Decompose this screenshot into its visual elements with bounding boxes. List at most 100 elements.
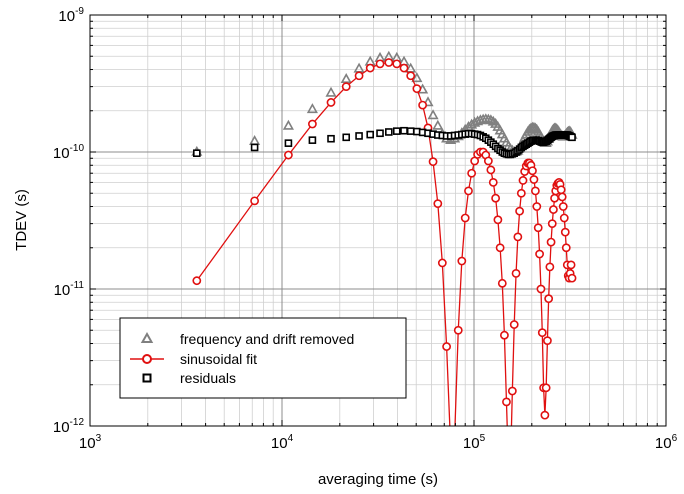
data-point-circle bbox=[488, 177, 498, 187]
data-point-circle bbox=[418, 100, 428, 110]
data-point-circle bbox=[544, 294, 554, 304]
legend-label-residuals: residuals bbox=[180, 370, 236, 386]
data-point-circle bbox=[529, 175, 539, 184]
data-point-square bbox=[366, 130, 375, 139]
data-point-circle bbox=[545, 262, 555, 272]
data-point-triangle bbox=[340, 73, 352, 83]
data-point-circle bbox=[509, 320, 519, 329]
data-point-square bbox=[308, 136, 317, 144]
data-point-square bbox=[284, 139, 293, 147]
triangle-icon bbox=[140, 331, 154, 343]
y-tick-label: 10-11 bbox=[54, 280, 85, 299]
x-tick-label: 104 bbox=[271, 433, 294, 452]
legend: frequency and drift removed sinusoidal f… bbox=[119, 317, 407, 399]
x-tick-label: 103 bbox=[79, 433, 102, 452]
data-point-circle bbox=[491, 193, 501, 203]
data-point-square bbox=[400, 126, 408, 135]
data-point-circle bbox=[486, 165, 496, 175]
data-point-square bbox=[327, 134, 335, 143]
data-point-circle bbox=[560, 227, 570, 237]
data-point-circle bbox=[464, 186, 473, 196]
y-tick-label: 10-9 bbox=[58, 6, 84, 25]
data-point-circle bbox=[467, 168, 477, 178]
data-point-circle bbox=[406, 71, 416, 81]
data-point-circle bbox=[495, 243, 505, 253]
data-point-circle bbox=[561, 243, 571, 253]
data-point-circle bbox=[392, 59, 402, 69]
data-point-circle bbox=[384, 58, 394, 67]
data-point-circle bbox=[326, 98, 336, 107]
data-point-circle bbox=[284, 150, 293, 160]
axis-ticks bbox=[89, 15, 666, 427]
data-point-circle bbox=[533, 223, 543, 233]
data-point-triangle bbox=[432, 119, 444, 130]
data-point-circle bbox=[442, 342, 452, 351]
circle-icon bbox=[142, 354, 152, 364]
data-point-triangle bbox=[411, 72, 423, 83]
data-point-square bbox=[193, 149, 201, 158]
data-point-circle bbox=[543, 336, 552, 346]
data-point-circle bbox=[375, 59, 385, 69]
plot-frame bbox=[89, 14, 667, 427]
data-point-square bbox=[568, 133, 576, 142]
legend-entry-frequency: frequency and drift removed bbox=[140, 331, 354, 347]
data-point-circle bbox=[546, 237, 556, 247]
legend-label-sinusoidal: sinusoidal fit bbox=[180, 351, 257, 367]
data-point-circle bbox=[515, 206, 525, 216]
series-1 bbox=[192, 58, 577, 426]
data-point-circle bbox=[460, 213, 470, 223]
data-point-triangle bbox=[485, 114, 497, 125]
x-tick-label: 106 bbox=[655, 433, 678, 452]
data-point-circle bbox=[457, 256, 467, 266]
data-point-circle bbox=[250, 196, 260, 206]
data-point-circle bbox=[433, 199, 443, 209]
data-point-square bbox=[355, 132, 363, 140]
y-tick-label: 10-10 bbox=[53, 143, 85, 162]
square-icon bbox=[142, 373, 152, 383]
data-point-triangle bbox=[427, 109, 439, 120]
data-point-circle bbox=[500, 330, 509, 340]
x-axis-label: averaging time (s) bbox=[318, 471, 438, 488]
data-point-circle bbox=[535, 249, 544, 259]
y-tick-labels: 10-12 10-11 10-10 10-9 bbox=[53, 6, 85, 436]
data-point-circle bbox=[511, 268, 521, 278]
data-point-circle bbox=[483, 156, 493, 166]
data-point-circle bbox=[399, 63, 409, 73]
data-point-circle bbox=[412, 84, 422, 94]
data-point-circle bbox=[192, 276, 202, 286]
data-point-circle bbox=[453, 325, 463, 335]
data-point-circle bbox=[567, 273, 577, 283]
data-point-circle bbox=[549, 205, 558, 214]
data-point-circle bbox=[547, 219, 557, 229]
data-point-circle bbox=[541, 383, 551, 393]
series-2 bbox=[193, 126, 576, 159]
data-point-triangle bbox=[282, 119, 294, 130]
legend-label-frequency: frequency and drift removed bbox=[180, 331, 354, 347]
data-point-circle bbox=[354, 71, 364, 81]
data-point-circle bbox=[365, 63, 375, 73]
data-point-circle bbox=[437, 258, 447, 268]
data-point-circle bbox=[558, 202, 568, 211]
data-point-square bbox=[376, 129, 384, 138]
data-point-square bbox=[342, 133, 351, 142]
data-point-circle bbox=[513, 232, 523, 242]
data-point-circle bbox=[557, 192, 567, 202]
y-tick-label: 10-12 bbox=[53, 417, 85, 436]
data-point-square bbox=[250, 143, 259, 152]
data-point-circle bbox=[530, 186, 540, 196]
legend-entry-sinusoidal: sinusoidal fit bbox=[130, 351, 257, 367]
data-point-circle bbox=[497, 278, 507, 288]
data-point-circle bbox=[566, 260, 576, 270]
legend-box bbox=[119, 317, 407, 399]
data-point-circle bbox=[341, 82, 351, 92]
data-point-triangle bbox=[325, 86, 337, 97]
x-tick-label: 105 bbox=[463, 433, 486, 452]
data-point-circle bbox=[507, 386, 517, 396]
data-point-circle bbox=[502, 397, 511, 407]
data-point-circle bbox=[556, 185, 566, 195]
data-point-circle bbox=[516, 188, 526, 198]
data-point-circle bbox=[537, 328, 547, 338]
data-point-triangle bbox=[422, 96, 434, 107]
data-point-triangle bbox=[306, 103, 318, 114]
